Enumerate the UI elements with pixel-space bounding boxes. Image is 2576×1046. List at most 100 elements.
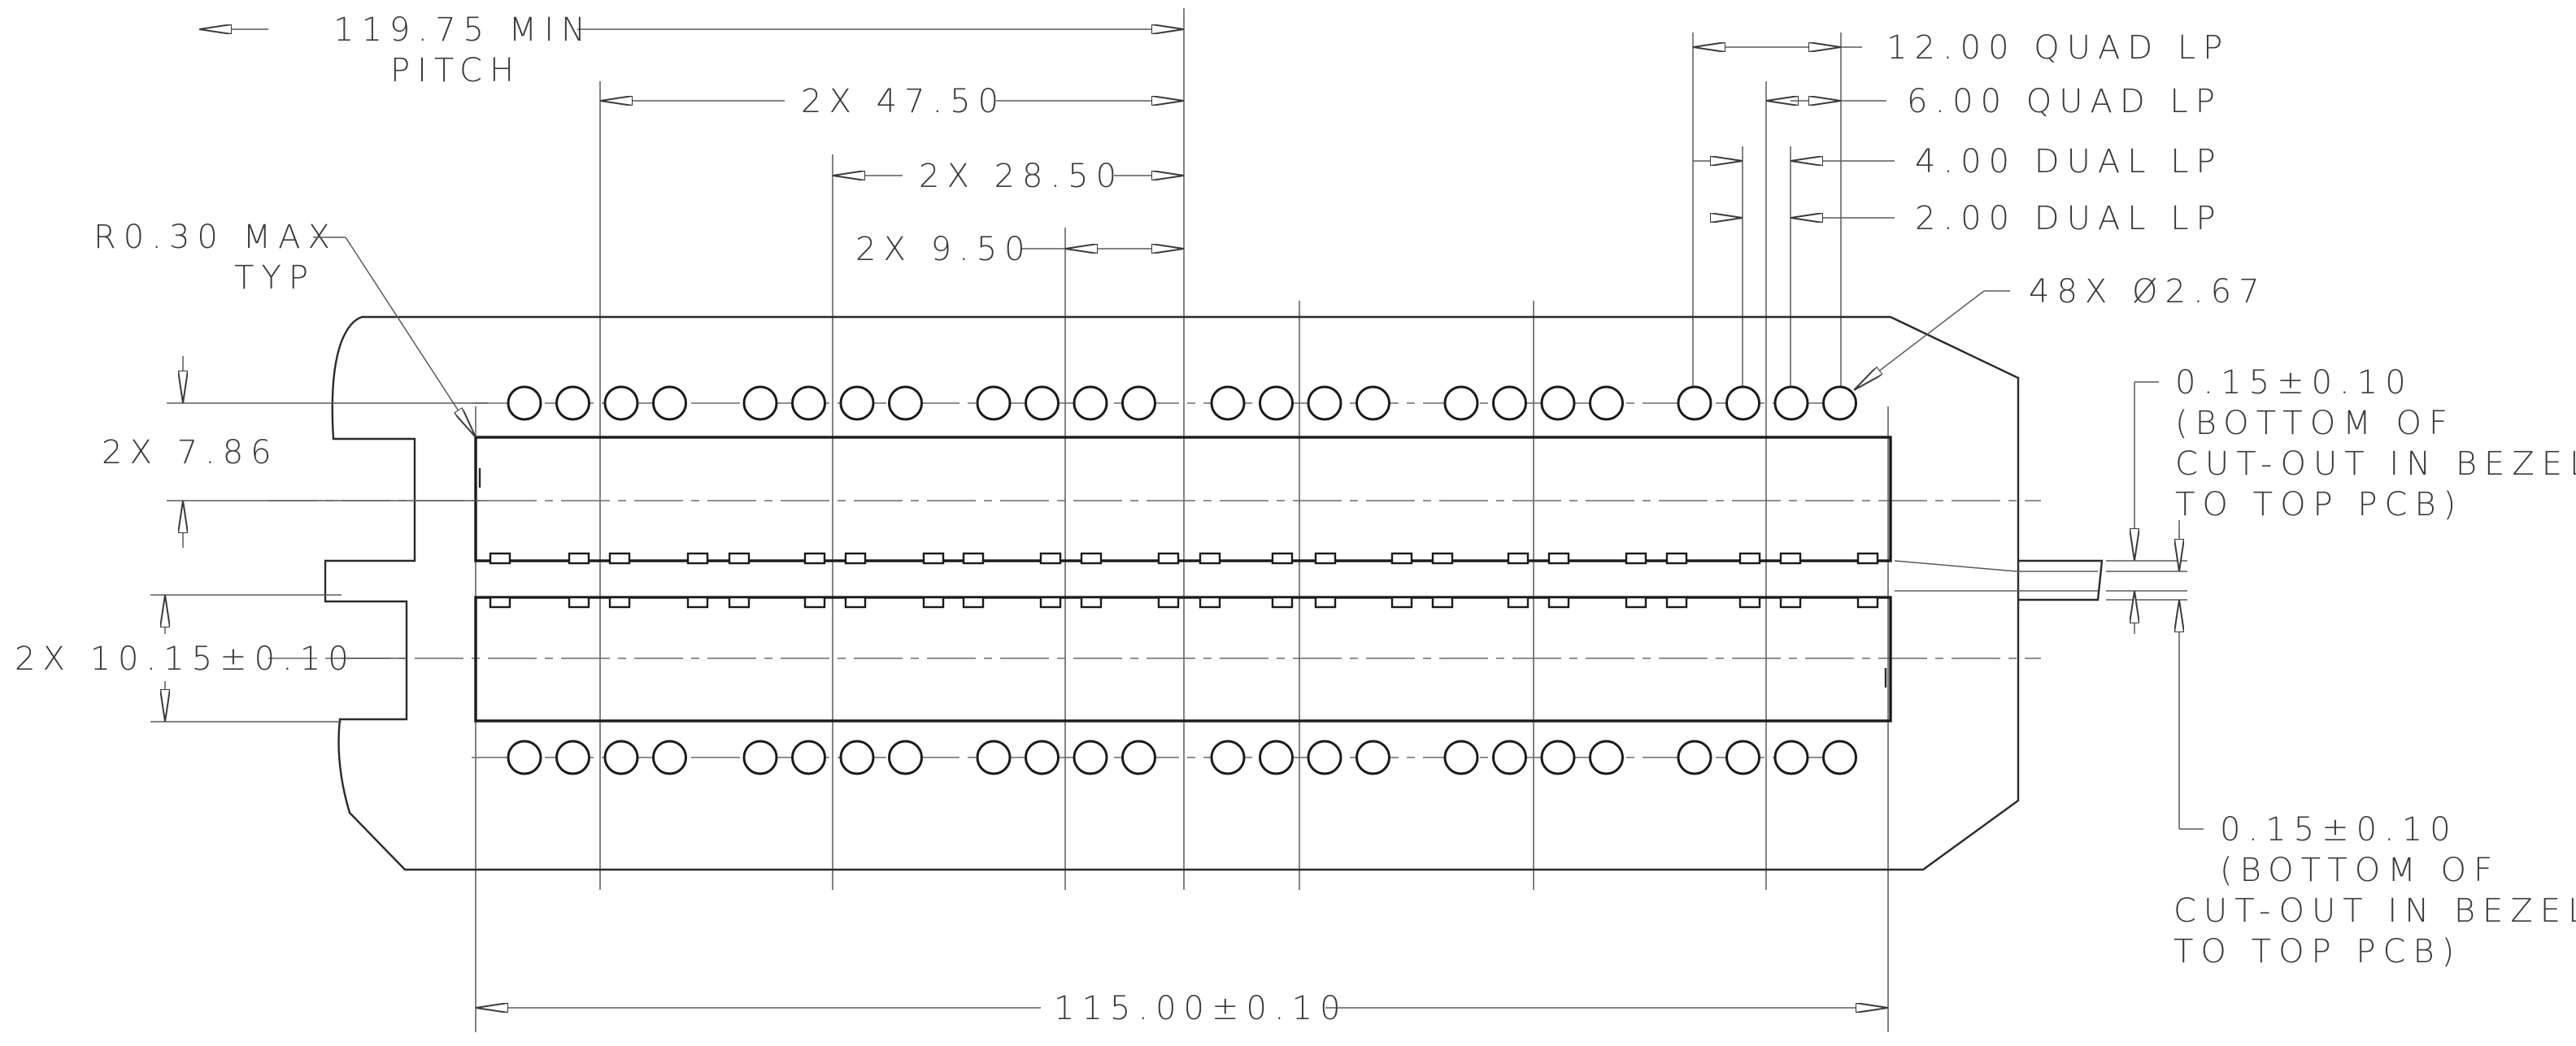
hole [1210, 740, 1246, 775]
contact-pad [1390, 596, 1413, 609]
hole [1492, 385, 1527, 421]
contact-pad [1199, 552, 1221, 565]
dim-47-50: 2X 47.50 [600, 83, 1184, 120]
dim-quad-12: 12.00 QUAD LP [1693, 29, 2230, 67]
dim-10-15-label: 2X 10.15±0.10 [15, 640, 356, 678]
hole [1355, 385, 1390, 421]
hole [1677, 740, 1712, 775]
hole [1589, 740, 1624, 775]
dim-dual-4: 4.00 DUAL LP [1693, 143, 2216, 180]
holes-label: 48X Ø2.67 [2029, 273, 2267, 310]
extension-lines [475, 8, 1889, 1032]
hole [603, 385, 639, 421]
contact-pad [922, 552, 945, 565]
contact-pad [1856, 596, 1879, 609]
hole [1725, 385, 1760, 421]
bezel-bot-label-2: (BOTTOM OF [2220, 852, 2500, 889]
dim-bezel-top: 0.15±0.10 (BOTTOM OF CUT-OUT IN BEZEL TO… [2106, 364, 2576, 572]
connector-bottom [474, 596, 1892, 723]
contact-pad [1199, 596, 1221, 609]
holes-callout: 48X Ø2.67 [1854, 273, 2267, 390]
contact-pad [1665, 596, 1688, 609]
contact-pad [608, 552, 631, 565]
hole [652, 740, 687, 775]
contact-pad [1738, 596, 1761, 609]
dim-9-50: 2X 9.50 [855, 231, 1184, 268]
hole [1773, 740, 1809, 775]
hole [1822, 385, 1857, 421]
contact-pad [1157, 596, 1180, 609]
contact-pads [489, 552, 1879, 609]
contact-pad [568, 552, 590, 565]
hole [1259, 385, 1294, 421]
hole [1073, 385, 1108, 421]
bezel-bot-label-3: CUT-OUT IN BEZEL [2174, 892, 2576, 930]
contact-pad [728, 596, 751, 609]
contact-pad [1665, 552, 1688, 565]
radius-callout: R0.30 MAX TYP [94, 219, 476, 437]
radius-label-2: TYP [234, 259, 315, 297]
contact-pad [803, 552, 826, 565]
hole [652, 385, 687, 421]
contact-pad [686, 552, 709, 565]
hole [1540, 740, 1576, 775]
hole [1355, 740, 1390, 775]
contact-pad [1547, 596, 1570, 609]
contact-pad [1390, 552, 1413, 565]
hole [839, 740, 875, 775]
hole [1540, 385, 1576, 421]
contact-pad [1507, 552, 1530, 565]
hole [1121, 385, 1156, 421]
dim-pitch: 119.75 MIN PITCH [199, 11, 1184, 89]
contact-pad [686, 596, 709, 609]
hole [839, 385, 875, 421]
dim-28-50-label: 2X 28.50 [919, 158, 1124, 195]
contact-pad [1738, 552, 1761, 565]
radius-label-1: R0.30 MAX [94, 219, 337, 256]
hole [1210, 385, 1246, 421]
hole [888, 740, 923, 775]
dim-overall-width: 115.00±0.10 [476, 990, 1888, 1027]
hole [1307, 740, 1342, 775]
dual-2-label: 2.00 DUAL LP [1915, 200, 2223, 237]
hole [1307, 385, 1342, 421]
pitch-label-1: 119.75 MIN [333, 11, 593, 49]
hole [603, 740, 639, 775]
hole [555, 740, 590, 775]
hole [1443, 385, 1479, 421]
contact-pad [1779, 552, 1802, 565]
quad-6-label: 6.00 QUAD LP [1907, 83, 2222, 120]
contact-pad [1547, 552, 1570, 565]
contact-pad [1625, 596, 1647, 609]
contact-pad [1507, 596, 1530, 609]
bezel-top-label-1: 0.15±0.10 [2175, 364, 2413, 401]
quad-12-label: 12.00 QUAD LP [1886, 29, 2230, 67]
contact-pad [962, 552, 985, 565]
dim-28-50: 2X 28.50 [833, 158, 1184, 195]
contact-pad [1080, 596, 1103, 609]
hole [507, 385, 542, 421]
mounting-holes [507, 385, 1857, 775]
hole [1443, 740, 1479, 775]
center-lines [268, 402, 2041, 758]
hole [742, 385, 778, 421]
hole [1492, 740, 1527, 775]
hole [1589, 385, 1624, 421]
contact-pad [1625, 552, 1647, 565]
hole [791, 740, 826, 775]
hole [507, 740, 542, 775]
connector-top [474, 436, 1892, 562]
hole [976, 740, 1012, 775]
bezel-top-label-2: (BOTTOM OF [2175, 405, 2455, 442]
bezel-outline [324, 315, 2104, 871]
hole [1773, 385, 1809, 421]
contact-pad [1431, 552, 1454, 565]
hole [1725, 740, 1760, 775]
bezel-top-label-3: CUT-OUT IN BEZEL [2175, 445, 2576, 483]
contact-pad [1039, 552, 1062, 565]
contact-pad [568, 596, 590, 609]
leader-to-tab [1894, 560, 2098, 592]
contact-pad [962, 596, 985, 609]
hole [555, 385, 590, 421]
